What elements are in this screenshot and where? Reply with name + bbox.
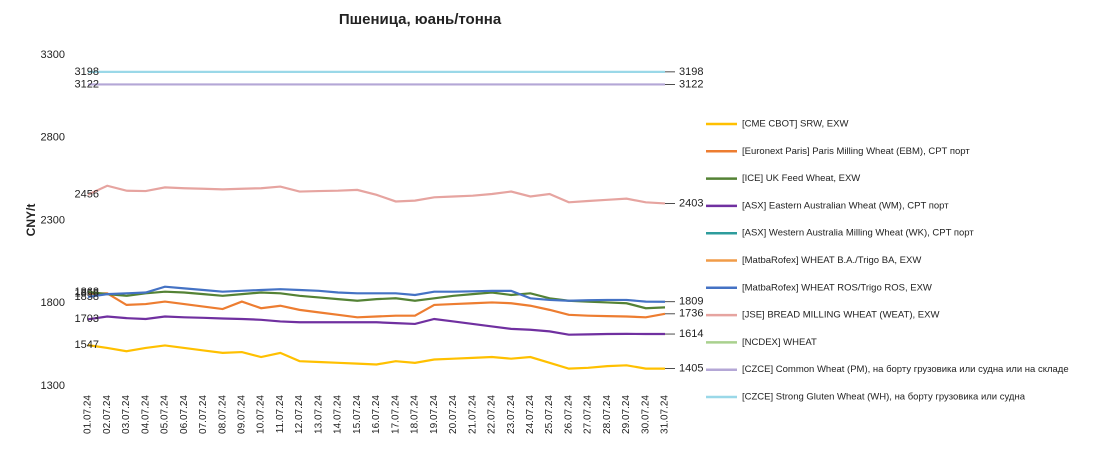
x-tick-label: 27.07.24 bbox=[583, 395, 594, 434]
x-tick-label: 29.07.24 bbox=[621, 395, 632, 434]
y-tick-label: 3300 bbox=[41, 49, 65, 61]
y-tick-label: 2800 bbox=[41, 132, 65, 144]
x-tick-label: 02.07.24 bbox=[102, 395, 113, 434]
legend-label: [ASX] Eastern Australian Wheat (WM), CPT… bbox=[742, 200, 949, 211]
x-tick-label: 03.07.24 bbox=[121, 395, 132, 434]
x-tick-label: 21.07.24 bbox=[467, 395, 478, 434]
x-tick-label: 13.07.24 bbox=[313, 395, 324, 434]
data-label: 1838 bbox=[75, 291, 99, 303]
x-tick-label: 18.07.24 bbox=[410, 395, 421, 434]
legend-label: [JSE] BREAD MILLING WHEAT (WEAT), EXW bbox=[742, 310, 939, 321]
data-label: 3198 bbox=[75, 66, 99, 78]
data-label: 3122 bbox=[679, 78, 703, 90]
x-tick-label: 26.07.24 bbox=[563, 395, 574, 434]
x-tick-label: 30.07.24 bbox=[640, 395, 651, 434]
legend-label: [CZCE] Common Wheat (PM), на борту грузо… bbox=[742, 364, 1069, 375]
legend-label: [ICE] UK Feed Wheat, EXW bbox=[742, 173, 860, 184]
y-tick-label: 2300 bbox=[41, 214, 65, 226]
x-tick-label: 17.07.24 bbox=[390, 395, 401, 434]
series-line bbox=[87, 292, 666, 319]
data-label: 1736 bbox=[679, 308, 703, 320]
data-label: 3198 bbox=[679, 66, 703, 78]
x-tick-label: 25.07.24 bbox=[544, 395, 555, 434]
y-tick-label: 1800 bbox=[41, 297, 65, 309]
x-tick-label: 28.07.24 bbox=[602, 395, 613, 434]
x-tick-label: 23.07.24 bbox=[506, 395, 517, 434]
x-tick-label: 01.07.24 bbox=[83, 395, 94, 434]
x-tick-label: 08.07.24 bbox=[217, 395, 228, 434]
data-label: 2456 bbox=[75, 189, 99, 201]
x-tick-label: 10.07.24 bbox=[256, 395, 267, 434]
x-tick-label: 15.07.24 bbox=[352, 395, 363, 434]
legend-label: [CZCE] Strong Gluten Wheat (WH), на борт… bbox=[742, 392, 1026, 403]
x-tick-label: 19.07.24 bbox=[429, 395, 440, 434]
series-line bbox=[87, 285, 666, 303]
x-tick-label: 09.07.24 bbox=[237, 395, 248, 434]
data-label: 1703 bbox=[75, 313, 99, 325]
x-tick-label: 05.07.24 bbox=[160, 395, 171, 434]
data-label: 1614 bbox=[679, 328, 703, 340]
x-tick-label: 16.07.24 bbox=[371, 395, 382, 434]
legend-label: [ASX] Western Australia Milling Wheat (W… bbox=[742, 228, 974, 239]
legend-label: [MatbaRofex] WHEAT B.A./Trigo BA, EXW bbox=[742, 255, 921, 266]
data-label: 1809 bbox=[679, 296, 703, 308]
x-tick-label: 22.07.24 bbox=[487, 395, 498, 434]
data-label: 3122 bbox=[75, 78, 99, 90]
series-line bbox=[87, 344, 665, 370]
x-tick-label: 24.07.24 bbox=[525, 395, 536, 434]
x-tick-label: 11.07.24 bbox=[275, 395, 286, 434]
y-tick-label: 1300 bbox=[41, 380, 65, 392]
chart-title: Пшеница, юань/тонна bbox=[339, 11, 502, 28]
x-tick-label: 04.07.24 bbox=[140, 395, 151, 434]
series-line bbox=[87, 315, 665, 336]
x-tick-label: 06.07.24 bbox=[179, 395, 190, 434]
legend-label: [MatbaRofex] WHEAT ROS/Trigo ROS, EXW bbox=[742, 282, 932, 293]
data-label: 1405 bbox=[679, 363, 703, 375]
series-line bbox=[87, 184, 666, 205]
x-tick-label: 07.07.24 bbox=[198, 395, 209, 434]
x-tick-label: 14.07.24 bbox=[333, 395, 344, 434]
x-tick-label: 20.07.24 bbox=[448, 395, 459, 434]
data-label: 1547 bbox=[75, 339, 99, 351]
data-label: 2403 bbox=[679, 197, 703, 209]
x-tick-label: 31.07.24 bbox=[660, 395, 671, 434]
x-tick-label: 12.07.24 bbox=[294, 395, 305, 434]
data-label: 1868 bbox=[75, 286, 99, 298]
legend-label: [NCDEX] WHEAT bbox=[742, 337, 817, 348]
legend-label: [Euronext Paris] Paris Milling Wheat (EB… bbox=[742, 146, 970, 157]
y-axis-title: CNY/t bbox=[24, 204, 38, 237]
legend-label: [CME CBOT] SRW, EXW bbox=[742, 119, 848, 130]
